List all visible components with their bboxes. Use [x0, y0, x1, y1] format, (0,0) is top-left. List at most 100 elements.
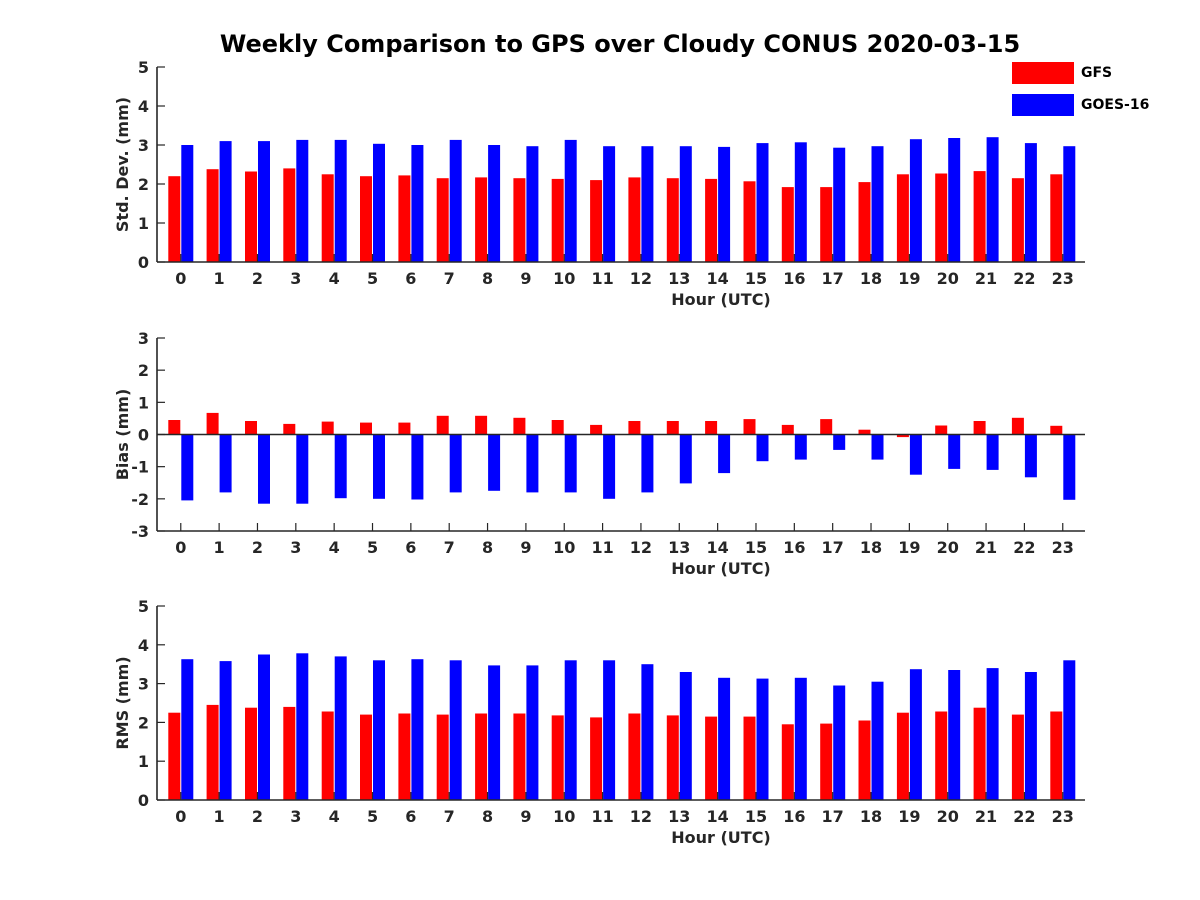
panel-1-bar-gfs-11 — [590, 180, 603, 262]
panel-1-bar-goes16-4 — [334, 139, 347, 262]
panel-1-bar-gfs-1 — [206, 169, 219, 262]
panel-2-x-tick-label: 10 — [553, 538, 575, 557]
panel-1-bar-gfs-8 — [475, 177, 488, 262]
panel-2-bar-gfs-22 — [1011, 417, 1024, 435]
panel-2-bar-gfs-19 — [896, 434, 909, 438]
panel-2-bar-gfs-18 — [858, 429, 871, 435]
panel-2-bar-gfs-9 — [513, 417, 526, 435]
panel-2-x-tick-label: 21 — [975, 538, 997, 557]
panel-1-bar-gfs-21 — [973, 171, 986, 262]
panel-1-x-tick-label: 22 — [1013, 269, 1035, 288]
panel-2-bar-goes16-12 — [641, 434, 654, 493]
panel-1-y-tick-label: 3 — [138, 136, 149, 155]
panel-2-x-tick-label: 14 — [707, 538, 729, 557]
panel-3-bar-gfs-4 — [321, 711, 334, 800]
panel-1-bar-goes16-2 — [258, 141, 270, 262]
legend-label-goes16: GOES-16 — [1081, 97, 1150, 113]
panel-3-x-tick-label: 15 — [745, 807, 767, 826]
panel-1-bar-gfs-0 — [168, 176, 181, 262]
panel-2-x-tick-label: 4 — [329, 538, 340, 557]
panel-1-bar-goes16-7 — [449, 139, 462, 262]
panel-2-bar-goes16-18 — [871, 434, 884, 460]
panel-3-x-tick-label: 0 — [175, 807, 186, 826]
panel-2-bar-goes16-7 — [449, 434, 462, 493]
panel-2-bar-goes16-8 — [488, 434, 501, 491]
panel-1-bar-goes16-22 — [1024, 143, 1037, 262]
panel-1-bar-goes16-14 — [718, 146, 731, 262]
panel-1-bar-goes16-12 — [641, 146, 654, 262]
panel-3-bar-goes16-2 — [258, 654, 270, 800]
panel-3-bar-gfs-22 — [1011, 714, 1024, 800]
panel-1-bar-gfs-14 — [705, 178, 718, 262]
chart-title: Weekly Comparison to GPS over Cloudy CON… — [219, 30, 1021, 58]
panel-3-bar-goes16-23 — [1063, 660, 1076, 800]
panel-1-x-tick-label: 5 — [367, 269, 378, 288]
panel-1-bar-gfs-16 — [781, 187, 794, 262]
legend-label-gfs: GFS — [1081, 65, 1113, 81]
panel-2-x-tick-label: 0 — [175, 538, 186, 557]
panel-1-x-axis-label: Hour (UTC) — [671, 290, 771, 309]
panel-2-x-tick-label: 9 — [520, 538, 531, 557]
panel-3-bar-gfs-7 — [436, 714, 449, 800]
panel-3-x-tick-label: 2 — [252, 807, 263, 826]
panel-1-bar-gfs-4 — [321, 174, 334, 263]
panel-1-bar-gfs-19 — [896, 174, 909, 263]
panel-3-x-tick-label: 16 — [783, 807, 805, 826]
panel-2-bar-gfs-1 — [206, 412, 219, 435]
panel-1-bar-gfs-15 — [743, 181, 756, 262]
panel-3-y-tick-label: 5 — [138, 597, 149, 616]
panel-2-bar-gfs-5 — [360, 422, 372, 435]
panel-3-x-tick-label: 9 — [520, 807, 531, 826]
panel-2-bar-goes16-6 — [411, 434, 424, 500]
panel-2-x-tick-label: 7 — [444, 538, 455, 557]
panel-1-bar-gfs-3 — [283, 168, 296, 262]
panel-3-bar-goes16-19 — [909, 669, 922, 800]
panel-2-bar-goes16-2 — [258, 434, 270, 504]
panel-3-bar-goes16-5 — [373, 660, 385, 800]
panel-3-bar-goes16-12 — [641, 664, 654, 800]
panel-2-bar-gfs-0 — [168, 420, 181, 435]
panel-1-x-tick-label: 14 — [707, 269, 729, 288]
panel-1-bar-goes16-20 — [948, 138, 961, 262]
panel-1-x-tick-label: 10 — [553, 269, 575, 288]
panel-1-bar-gfs-13 — [666, 178, 679, 262]
panel-3-bar-gfs-15 — [743, 716, 756, 800]
panel-1-bar-goes16-6 — [411, 145, 424, 262]
panel-1-bar-goes16-21 — [986, 137, 999, 262]
panel-3-bar-gfs-17 — [820, 723, 833, 800]
legend-swatch-gfs — [1012, 62, 1074, 84]
panel-1-x-tick-label: 20 — [937, 269, 959, 288]
panel-2-bar-goes16-9 — [526, 434, 539, 493]
legend-swatch-goes16 — [1012, 94, 1074, 116]
panel-2-x-tick-label: 11 — [591, 538, 613, 557]
panel-1-x-tick-label: 9 — [520, 269, 531, 288]
panel-2-bar-goes16-5 — [373, 434, 385, 499]
panel-2-bar-gfs-10 — [551, 420, 564, 435]
panel-3-y-tick-label: 4 — [138, 636, 149, 655]
panel-1-bar-gfs-6 — [398, 175, 411, 262]
panel-1-bar-goes16-0 — [181, 145, 194, 262]
panel-1-bar-gfs-7 — [436, 178, 449, 262]
panel-1-bar-goes16-8 — [488, 145, 501, 262]
panel-3-y-tick-label: 0 — [138, 791, 149, 810]
panel-3-x-tick-label: 10 — [553, 807, 575, 826]
panel-3-bar-goes16-9 — [526, 665, 539, 800]
panel-1-bar-gfs-9 — [513, 178, 526, 262]
panel-3-x-tick-label: 11 — [591, 807, 613, 826]
panel-1-x-tick-label: 23 — [1052, 269, 1074, 288]
panel-3-bar-gfs-8 — [475, 713, 488, 800]
panel-3-x-tick-label: 22 — [1013, 807, 1035, 826]
panel-3-bar-gfs-10 — [551, 715, 564, 800]
panel-3-x-axis-label: Hour (UTC) — [671, 828, 771, 847]
panel-3-bar-goes16-3 — [296, 653, 309, 800]
panel-3-x-tick-label: 23 — [1052, 807, 1074, 826]
panel-2-bar-goes16-19 — [909, 434, 922, 475]
panel-1-x-tick-label: 19 — [898, 269, 920, 288]
panel-2-bar-gfs-13 — [666, 421, 679, 435]
panel-3-bar-gfs-11 — [590, 717, 603, 800]
panel-1-bar-goes16-9 — [526, 146, 539, 262]
panel-1-x-tick-label: 7 — [444, 269, 455, 288]
panel-3-x-tick-label: 7 — [444, 807, 455, 826]
panel-3-bar-gfs-12 — [628, 713, 641, 800]
panel-2-bar-gfs-15 — [743, 419, 756, 435]
